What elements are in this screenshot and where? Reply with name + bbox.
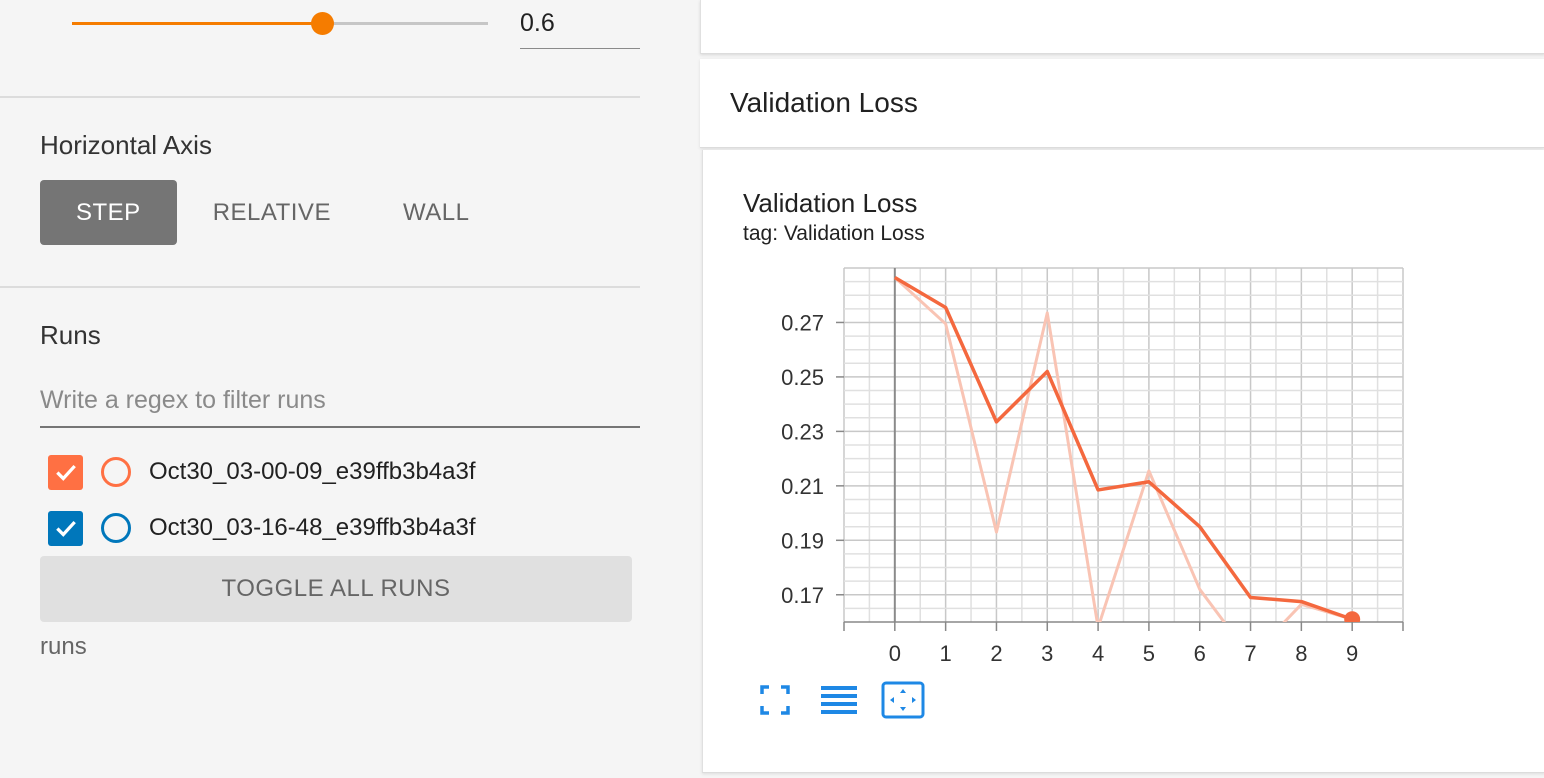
run-checkbox[interactable] bbox=[48, 454, 83, 490]
check-icon bbox=[55, 520, 76, 537]
smoothing-slider-thumb[interactable] bbox=[310, 12, 334, 35]
category-header[interactable]: Validation Loss bbox=[700, 59, 1544, 148]
x-tick-label: 3 bbox=[1041, 641, 1053, 666]
data-point bbox=[994, 420, 998, 424]
chart-card: Validation Loss tag: Validation Loss 0.2… bbox=[702, 150, 1544, 773]
x-tick-label: 8 bbox=[1295, 641, 1307, 666]
chart-tag: tag: Validation Loss bbox=[743, 222, 925, 245]
data-point bbox=[1147, 480, 1151, 484]
y-tick-label: 0.27 bbox=[781, 310, 824, 335]
series-line-raw bbox=[893, 276, 1353, 622]
y-tick-label: 0.21 bbox=[781, 474, 824, 499]
fit-domain-icon bbox=[881, 681, 925, 719]
sidebar: 0.6 Horizontal Axis STEP RELATIVE WALL R… bbox=[0, 0, 640, 778]
run-item: Oct30_03-16-48_e39ffb3b4a3f bbox=[48, 508, 476, 548]
x-tick-label: 4 bbox=[1092, 641, 1104, 666]
data-table-icon bbox=[821, 686, 857, 714]
run-label: Oct30_03-16-48_e39ffb3b4a3f bbox=[149, 514, 476, 541]
data-point bbox=[1198, 525, 1202, 529]
x-tick-label: 9 bbox=[1346, 641, 1358, 666]
axis-step-button[interactable]: STEP bbox=[40, 180, 177, 245]
x-tick-label: 2 bbox=[990, 641, 1002, 666]
horizontal-axis-title: Horizontal Axis bbox=[40, 130, 212, 160]
fit-domain-button[interactable] bbox=[881, 680, 925, 720]
runs-title: Runs bbox=[40, 320, 101, 350]
horizontal-axis-options: STEP RELATIVE WALL bbox=[40, 180, 505, 245]
data-point bbox=[1249, 595, 1253, 599]
axis-wall-button[interactable]: WALL bbox=[402, 198, 470, 226]
data-point bbox=[944, 305, 948, 309]
data-point bbox=[1045, 369, 1049, 373]
check-icon bbox=[55, 464, 76, 481]
x-tick-label: 5 bbox=[1143, 641, 1155, 666]
run-checkbox[interactable] bbox=[48, 510, 83, 546]
line-chart[interactable]: 0.27 0.25 0.23 0.21 0.19 0.17 0 1 2 3 4 5 6 7 8 9 bbox=[703, 150, 1544, 670]
run-filter-input[interactable]: Write a regex to filter runs bbox=[40, 376, 640, 428]
smoothing-value-input[interactable]: 0.6 bbox=[520, 4, 640, 49]
fullscreen-icon bbox=[760, 685, 790, 715]
run-label: Oct30_03-00-09_e39ffb3b4a3f bbox=[149, 458, 476, 485]
axis-relative-button[interactable]: RELATIVE bbox=[212, 198, 331, 226]
x-tick-label: 1 bbox=[940, 641, 952, 666]
data-point bbox=[1096, 488, 1100, 492]
y-tick-label: 0.19 bbox=[781, 528, 824, 553]
divider bbox=[0, 286, 640, 288]
divider bbox=[0, 96, 640, 98]
data-table-button[interactable] bbox=[817, 680, 861, 720]
toggle-all-runs-button[interactable]: TOGGLE ALL RUNS bbox=[40, 556, 632, 622]
data-point bbox=[893, 276, 897, 280]
run-color-circle[interactable] bbox=[101, 457, 131, 487]
x-tick-label: 6 bbox=[1194, 641, 1206, 666]
series-endpoint-marker bbox=[1344, 611, 1361, 622]
run-color-circle[interactable] bbox=[101, 513, 131, 543]
series-line-smoothed bbox=[893, 276, 1353, 621]
x-tick-label: 7 bbox=[1244, 641, 1256, 666]
fullscreen-button[interactable] bbox=[753, 680, 797, 720]
previous-card bbox=[700, 0, 1544, 54]
y-tick-label: 0.25 bbox=[781, 365, 824, 390]
chart-title: Validation Loss bbox=[743, 188, 918, 218]
data-point bbox=[1299, 600, 1303, 604]
category-title: Validation Loss bbox=[730, 87, 918, 118]
y-tick-label: 0.23 bbox=[781, 419, 824, 444]
x-tick-label: 0 bbox=[889, 641, 901, 666]
smoothing-slider-fill bbox=[72, 22, 322, 25]
runs-footer-label: runs bbox=[40, 633, 87, 660]
smoothing-slider[interactable] bbox=[72, 12, 488, 35]
y-tick-label: 0.17 bbox=[781, 583, 824, 608]
run-item: Oct30_03-00-09_e39ffb3b4a3f bbox=[48, 452, 476, 492]
main-panel: Validation Loss Validation Loss tag: Val… bbox=[700, 0, 1544, 778]
